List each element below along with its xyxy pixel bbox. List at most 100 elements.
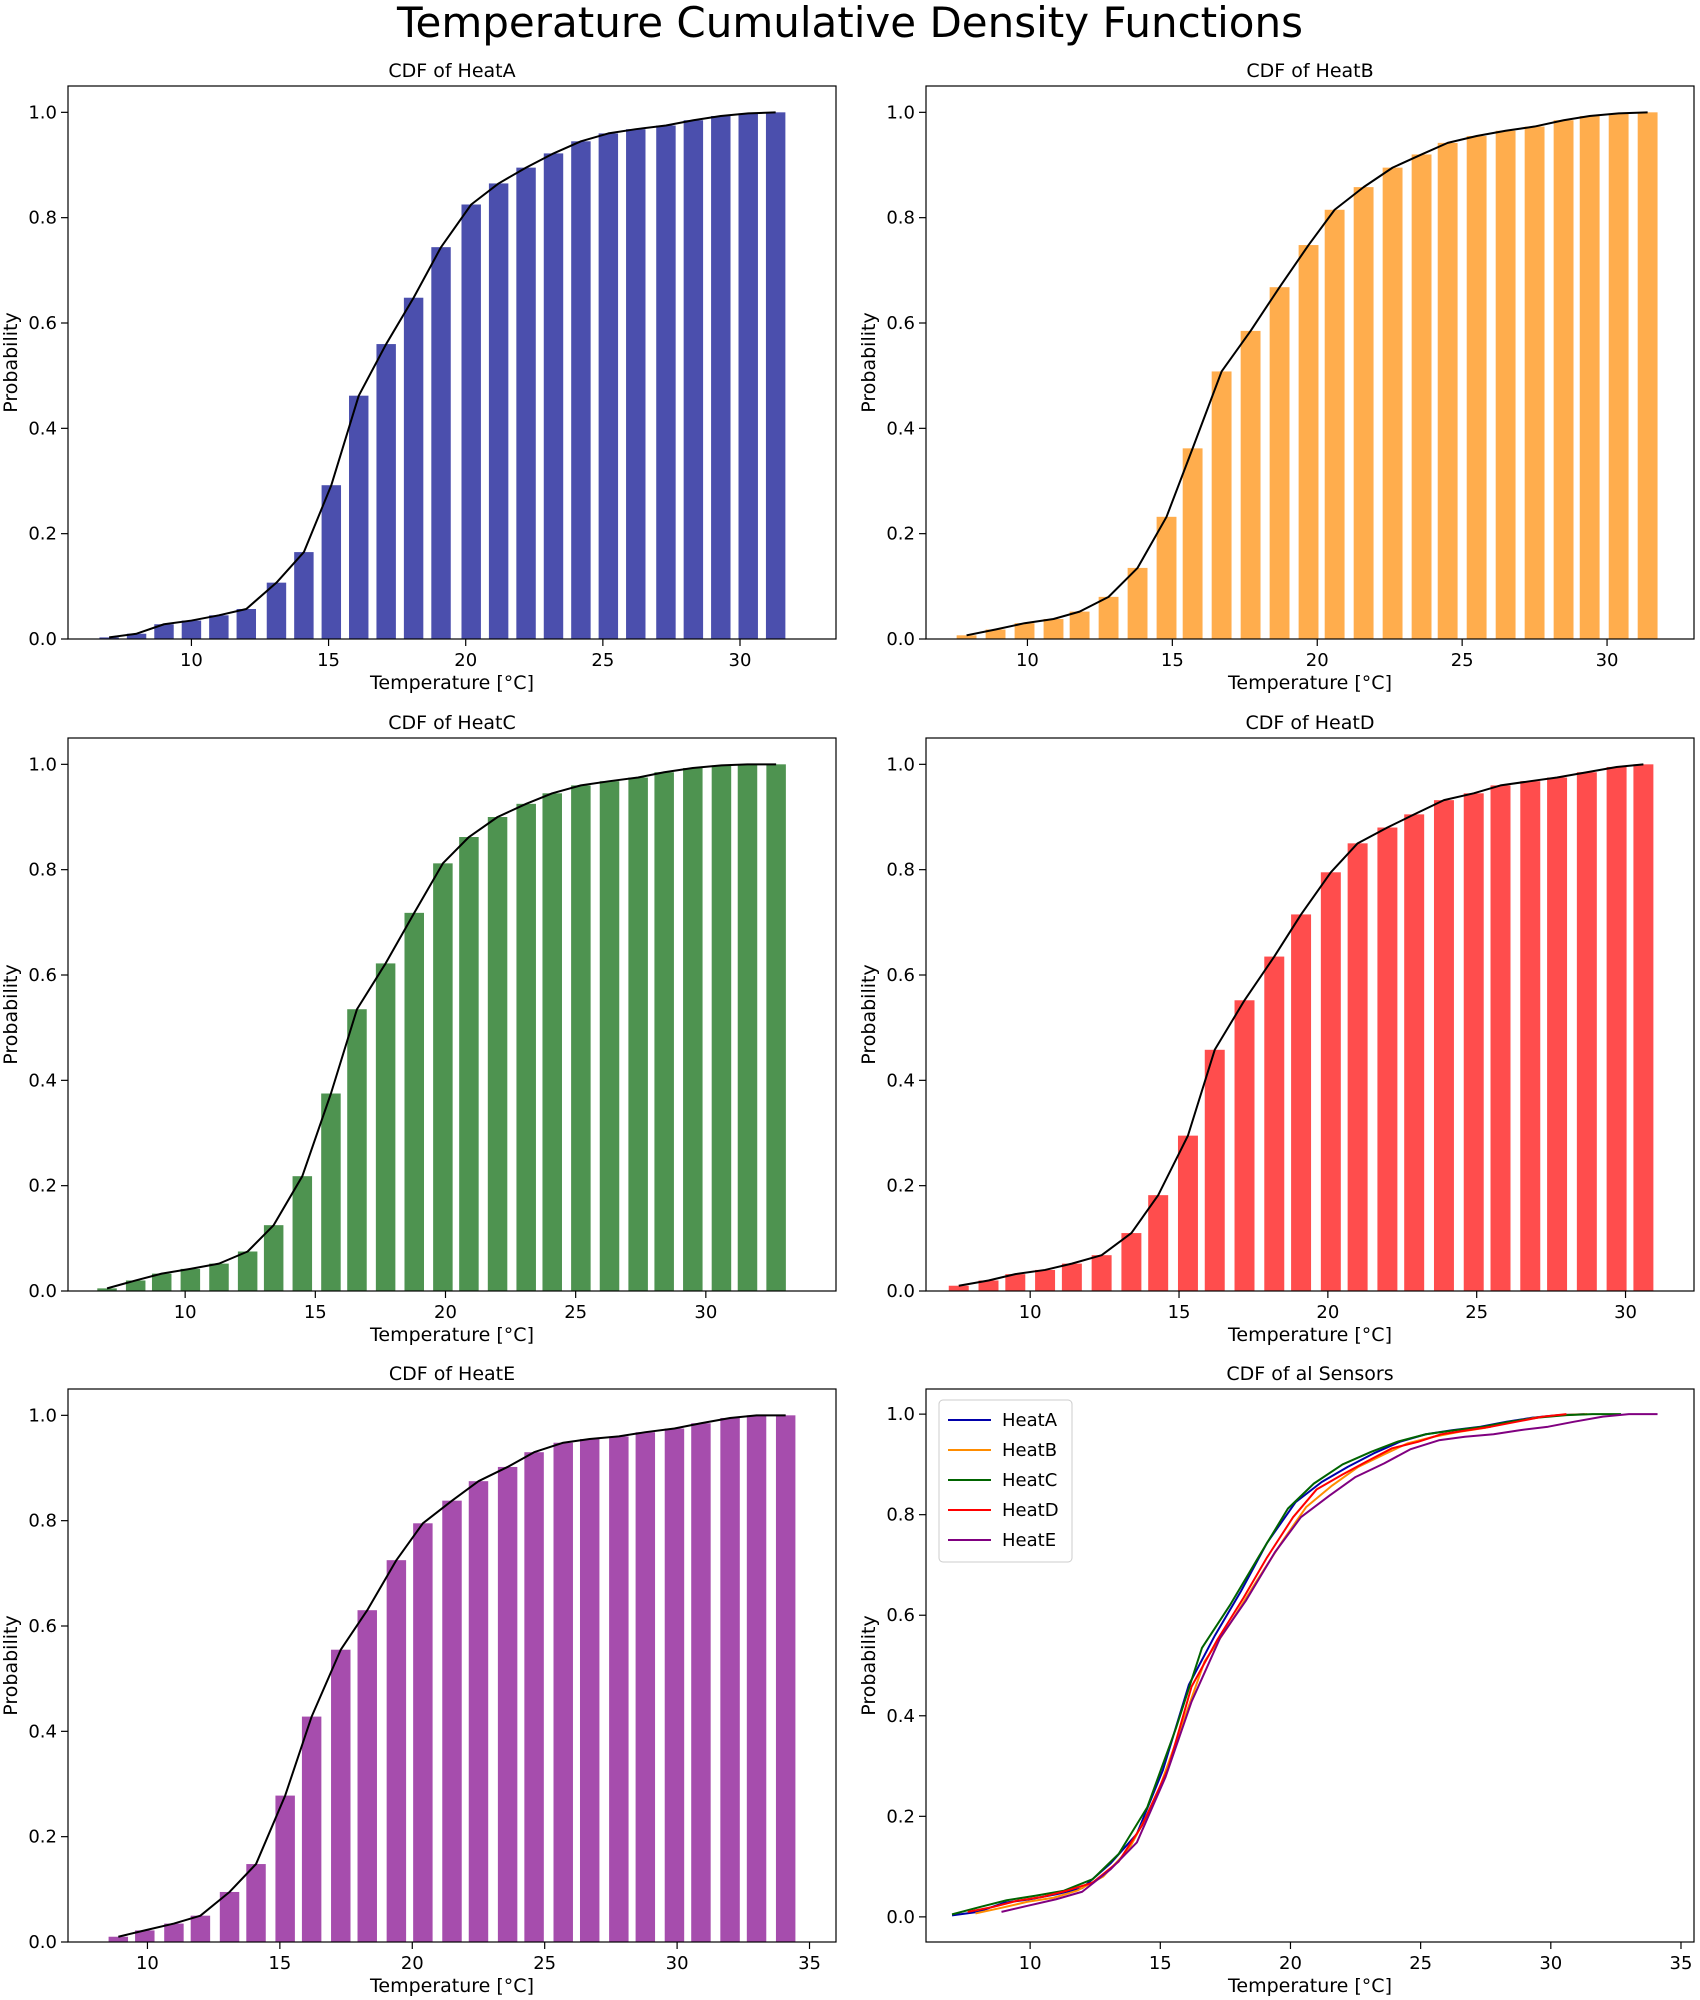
cdf-line — [966, 111, 1648, 637]
bar — [219, 1891, 240, 1942]
y-tick-label: 0.8 — [886, 1505, 915, 1526]
x-tick-label: 15 — [1149, 1953, 1172, 1974]
bar — [487, 817, 508, 1291]
bar — [711, 116, 731, 639]
legend-label: HeatC — [1002, 1470, 1057, 1491]
y-tick-label: 0.0 — [886, 1281, 915, 1302]
bar — [1324, 209, 1345, 639]
y-tick-label: 0.8 — [28, 860, 57, 881]
y-tick-label: 0.8 — [28, 1511, 57, 1532]
bar — [263, 1225, 284, 1291]
legend: HeatA HeatB HeatC HeatD HeatE — [938, 1399, 1073, 1563]
plot-frame — [925, 1388, 1695, 1943]
bar — [1547, 777, 1568, 1291]
x-tick-label: 15 — [268, 1953, 291, 1974]
bar — [266, 582, 287, 639]
bar — [97, 1288, 117, 1291]
x-tick-label: 30 — [1614, 1302, 1637, 1323]
x-tick-label: 25 — [1465, 1302, 1488, 1323]
bar — [413, 1523, 433, 1942]
legend-label: HeatE — [1002, 1530, 1056, 1551]
y-tick-label: 1.0 — [886, 1404, 915, 1425]
x-axis-label: Temperature [°C] — [369, 1975, 534, 1997]
bar — [461, 204, 481, 639]
bar — [108, 1936, 129, 1942]
bar — [765, 112, 786, 639]
y-tick-label: 0.6 — [886, 965, 915, 986]
y-tick-label: 0.0 — [28, 1932, 57, 1953]
plot-frame — [67, 85, 837, 640]
x-tick-label: 30 — [729, 650, 752, 671]
bar — [1633, 764, 1654, 1291]
bar — [683, 768, 703, 1291]
x-tick-label: 15 — [317, 650, 340, 671]
series-line-heate — [1001, 1413, 1658, 1913]
bar — [154, 624, 174, 639]
bar — [1121, 1233, 1142, 1291]
x-axis-label: Temperature [°C] — [1227, 1324, 1392, 1346]
bar — [468, 1481, 489, 1942]
panel-title: CDF of HeatA — [388, 60, 515, 82]
x-tick-label: 30 — [694, 1302, 717, 1323]
plot-frame — [925, 85, 1695, 640]
bar — [626, 129, 646, 639]
bar — [349, 395, 369, 639]
bar — [599, 781, 620, 1291]
bar — [1437, 142, 1458, 639]
x-tick-label: 35 — [798, 1953, 821, 1974]
bar — [1490, 785, 1511, 1291]
bar — [497, 1466, 518, 1942]
chart-panel-4: CDF of HeatD 10 15 20 25 30 0.0 0.2 0.4 0.6 0.8 1.0… — [858, 712, 1695, 1346]
bar — [691, 1423, 711, 1942]
panel-title: CDF of HeatB — [1246, 60, 1373, 82]
bar — [1524, 126, 1545, 640]
y-tick-label: 0.2 — [28, 1176, 57, 1197]
bar — [571, 141, 591, 640]
bar — [1347, 843, 1368, 1291]
x-tick-label: 15 — [1168, 1302, 1191, 1323]
panel-title: CDF of HeatE — [389, 1363, 515, 1385]
x-tick-label: 20 — [401, 1953, 424, 1974]
bar — [1553, 120, 1574, 640]
bar — [1014, 623, 1035, 639]
y-tick-label: 0.6 — [886, 313, 915, 334]
y-tick-label: 0.8 — [886, 860, 915, 881]
bar — [1298, 245, 1319, 640]
bar — [1211, 371, 1232, 639]
bar — [1291, 914, 1312, 1291]
y-tick-label: 1.0 — [886, 102, 915, 123]
cdf-line — [109, 111, 776, 639]
bar — [683, 120, 704, 640]
y-tick-label: 0.0 — [886, 629, 915, 650]
x-tick-label: 10 — [1019, 1302, 1042, 1323]
bar — [321, 1093, 341, 1291]
bar — [1035, 1269, 1056, 1291]
bar — [635, 1432, 656, 1942]
y-tick-label: 0.0 — [886, 1907, 915, 1928]
chart-panel-3: CDF of HeatC 10 15 20 25 30 0.0 0.2 0.4 0.6 0.8 1.0… — [0, 712, 837, 1346]
y-tick-label: 0.8 — [28, 208, 57, 229]
bar — [542, 793, 562, 1291]
chart-panel-5: CDF of HeatE 10 15 20 25 30 35 0.0 0.2 0.4 0.6 0.8 1… — [0, 1363, 837, 1997]
bar — [347, 1009, 367, 1291]
bar — [1466, 136, 1487, 639]
y-axis-label: Probability — [0, 312, 22, 412]
y-tick-label: 0.4 — [886, 418, 915, 439]
x-tick-label: 25 — [533, 1953, 556, 1974]
bar — [985, 629, 1006, 639]
bar — [321, 485, 342, 639]
bar — [948, 1285, 969, 1291]
y-tick-label: 0.2 — [886, 1176, 915, 1197]
bar — [956, 635, 977, 639]
panel-title: CDF of HeatC — [388, 712, 516, 734]
bar — [1579, 116, 1600, 639]
y-tick-label: 0.8 — [886, 208, 915, 229]
x-tick-label: 20 — [454, 650, 477, 671]
bar — [1382, 167, 1403, 639]
y-tick-label: 0.4 — [28, 1721, 57, 1742]
bar — [1576, 772, 1597, 1291]
x-tick-label: 20 — [1279, 1953, 1302, 1974]
legend-label: HeatD — [1002, 1500, 1059, 1521]
x-tick-label: 25 — [1409, 1953, 1432, 1974]
